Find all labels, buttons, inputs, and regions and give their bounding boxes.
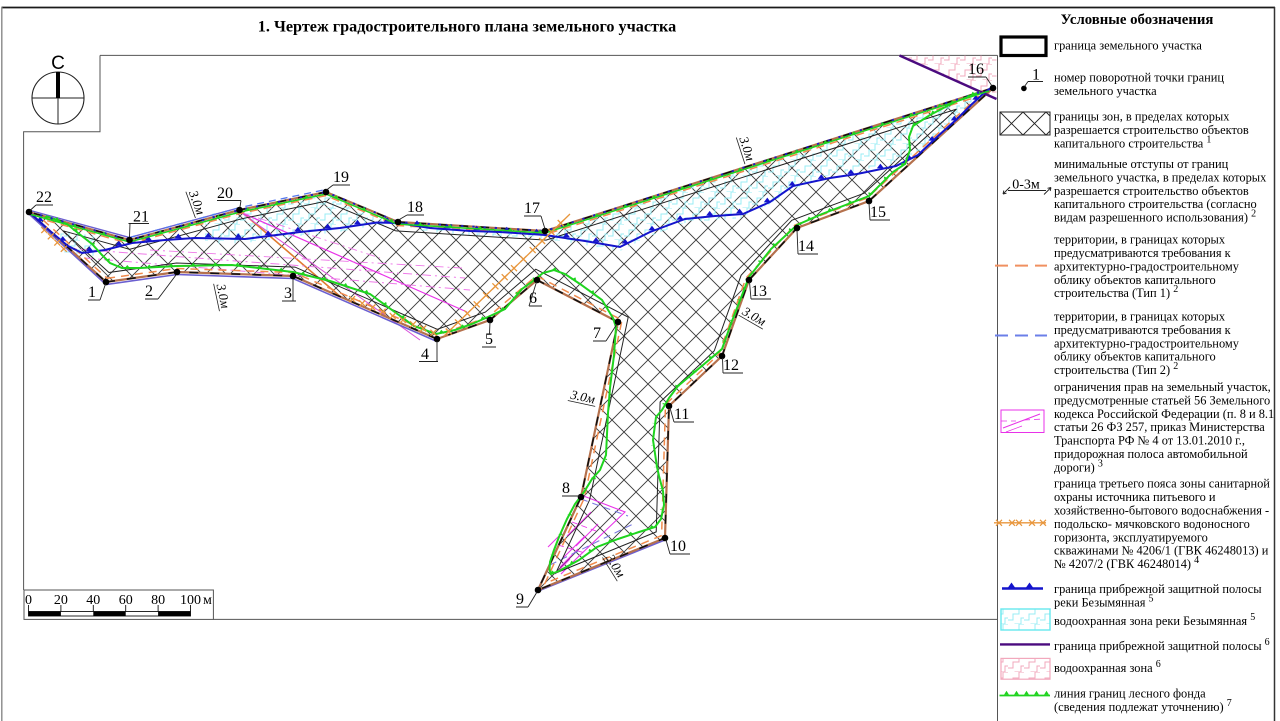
svg-text:№ 4207/2 (ГВК 46248014) 4: № 4207/2 (ГВК 46248014) 4 [1054,555,1199,571]
svg-text:5: 5 [485,331,493,348]
svg-text:11: 11 [674,406,689,423]
svg-text:С: С [51,53,65,74]
svg-text:14: 14 [798,238,814,255]
svg-text:границы зон, в пределах которы: границы зон, в пределах которых [1054,110,1230,124]
svg-text:4: 4 [421,346,429,363]
svg-text:12: 12 [723,357,739,374]
svg-text:1. Чертеж градостроительного п: 1. Чертеж градостроительного плана земел… [258,18,676,36]
svg-text:7: 7 [593,325,601,342]
svg-text:земельного участка: земельного участка [1054,84,1157,98]
svg-text:22: 22 [36,189,52,206]
svg-text:предусматриваются требования к: предусматриваются требования к [1054,323,1232,337]
svg-text:16: 16 [968,61,984,78]
svg-text:охраны источника питьевого и: охраны источника питьевого и [1054,490,1216,504]
svg-text:Транспорта РФ № 4 от 13.01.201: Транспорта РФ № 4 от 13.01.2010 г., [1054,434,1245,448]
svg-text:предусмотренные статьей 56 Зем: предусмотренные статьей 56 Земельного [1054,393,1270,407]
svg-text:дороги) 3: дороги) 3 [1054,458,1103,474]
svg-text:строительства (Тип 1) 2: строительства (Тип 1) 2 [1054,284,1178,300]
svg-text:21: 21 [133,209,149,226]
svg-text:м: м [203,593,212,608]
svg-text:3.0м: 3.0м [213,282,233,310]
svg-text:10: 10 [670,538,686,555]
svg-text:хозяйственно-бытового водоснаб: хозяйственно-бытового водоснабжения - [1054,504,1269,518]
svg-text:водоохранная зона 6: водоохранная зона 6 [1054,659,1161,675]
svg-text:территории, в границах которых: территории, в границах которых [1054,310,1226,324]
svg-text:3.0м: 3.0м [568,387,596,407]
svg-text:кодекса Российской Федерации (: кодекса Российской Федерации (п. 8 и 8.1 [1054,407,1274,421]
svg-text:линия границ лесного фонда: линия границ лесного фонда [1054,687,1206,701]
svg-text:20: 20 [54,593,68,608]
svg-text:подольско- мячковского водонос: подольско- мячковского водоносного [1054,517,1250,531]
svg-text:видам разрешенного использован: видам разрешенного использования) 2 [1054,209,1256,225]
svg-text:8: 8 [562,480,570,497]
svg-text:ограничения прав на земельный: ограничения прав на земельный участок, [1054,380,1271,394]
svg-text:1: 1 [1032,67,1040,84]
svg-text:территории, в границах которых: территории, в границах которых [1054,233,1226,247]
svg-text:архитектурно-градостроительном: архитектурно-градостроительному [1054,259,1240,273]
svg-text:граница прибрежной защитной по: граница прибрежной защитной полосы 6 [1054,637,1270,653]
svg-text:(сведения подлежат уточнению): (сведения подлежат уточнению) 7 [1054,698,1232,714]
svg-text:придорожная полоса автомобильн: придорожная полоса автомобильной [1054,447,1248,461]
svg-text:минимальные отступы от границ: минимальные отступы от границ [1054,157,1229,171]
svg-text:60: 60 [119,593,133,608]
svg-text:6: 6 [529,290,537,307]
svg-text:40: 40 [86,593,100,608]
svg-text:архитектурно-градостроительном: архитектурно-градостроительному [1054,336,1240,350]
svg-text:80: 80 [151,593,165,608]
svg-text:капитального строительства (со: капитального строительства (согласно [1054,197,1257,211]
svg-text:разрешается строительство объе: разрешается строительство объектов [1054,123,1249,137]
svg-text:облику объектов капитального: облику объектов капитального [1054,273,1216,287]
svg-text:граница прибрежной защитной по: граница прибрежной защитной полосы [1054,582,1262,596]
svg-text:20: 20 [217,185,233,202]
svg-text:граница земельного участка: граница земельного участка [1054,39,1202,53]
svg-text:горизонта, эксплуатируемого: горизонта, эксплуатируемого [1054,530,1208,544]
svg-text:капитального строительства 1: капитального строительства 1 [1054,134,1211,150]
svg-text:0: 0 [25,593,32,608]
svg-text:3: 3 [284,285,292,302]
svg-text:100: 100 [180,593,201,608]
svg-text:земельного участка, в пределах: земельного участка, в пределах которых [1054,170,1267,184]
svg-text:предусматриваются требования к: предусматриваются требования к [1054,246,1232,260]
svg-text:номер поворотной точки границ: номер поворотной точки границ [1054,71,1224,85]
svg-text:1: 1 [88,284,96,301]
svg-text:13: 13 [751,283,767,300]
svg-text:0-3м: 0-3м [1012,178,1040,193]
svg-text:17: 17 [524,200,540,217]
svg-text:Условные обозначения: Условные обозначения [1061,12,1214,28]
svg-text:реки Безымянная 5: реки Безымянная 5 [1054,593,1154,609]
svg-text:18: 18 [407,199,423,216]
svg-text:облику объектов капитального: облику объектов капитального [1054,350,1216,364]
svg-text:разрешается строительство объе: разрешается строительство объектов [1054,184,1249,198]
svg-text:2: 2 [145,283,153,300]
svg-text:граница третьего пояса зоны са: граница третьего пояса зоны санитарной [1054,477,1270,491]
svg-text:скважинами № 4206/1 (ГВК 46248: скважинами № 4206/1 (ГВК 46248013) и [1054,544,1269,558]
svg-text:15: 15 [870,204,886,221]
svg-text:9: 9 [516,591,524,608]
svg-text:строительства (Тип 2) 2: строительства (Тип 2) 2 [1054,361,1178,377]
svg-text:19: 19 [333,169,349,186]
svg-text:водоохранная зона реки Безымян: водоохранная зона реки Безымянная 5 [1054,612,1255,628]
svg-text:статьи 26 ФЗ 257, приказ Минис: статьи 26 ФЗ 257, приказ Министерства [1054,420,1265,434]
